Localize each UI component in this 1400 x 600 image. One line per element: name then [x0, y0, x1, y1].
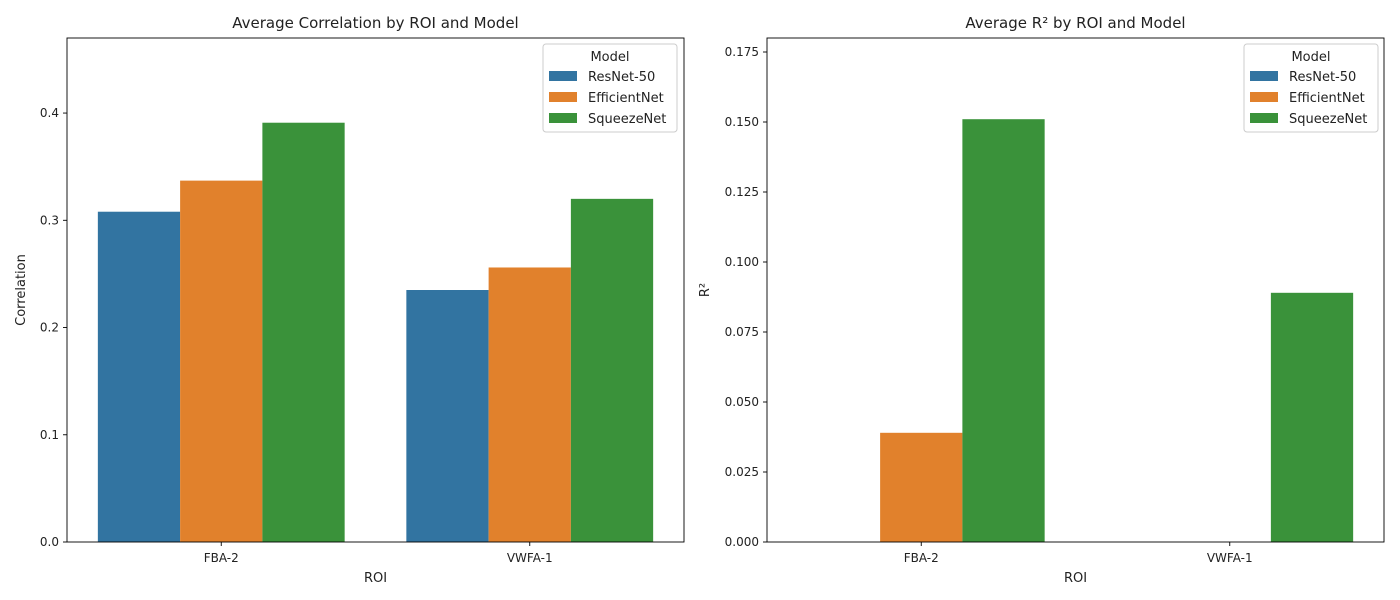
- legend-swatch: [549, 71, 577, 81]
- y-tick-label: 0.175: [725, 45, 759, 59]
- bar-efficientnet-fba-2: [180, 180, 263, 542]
- y-tick-label: 0.4: [40, 106, 59, 120]
- chart-title: Average Correlation by ROI and Model: [232, 14, 518, 32]
- legend-entry: ResNet-50: [1289, 70, 1356, 85]
- bar-resnet-50-vwfa-1: [406, 290, 489, 542]
- x-axis-label: ROI: [364, 571, 387, 586]
- y-tick-label: 0.2: [40, 321, 59, 335]
- legend-entry: EfficientNet: [588, 91, 664, 106]
- chart-panel-2: 0.000 0.025 0.050 0.075 0.100 0.125 0.150 0.175…: [698, 14, 1385, 586]
- bar-efficientnet-vwfa-1: [488, 267, 571, 542]
- y-tick-label: 0.1: [40, 428, 59, 442]
- legend-entry: SqueezeNet: [588, 112, 666, 127]
- y-tick-label: 0.125: [725, 185, 759, 199]
- legend-title: Model: [590, 50, 629, 65]
- legend: Model ResNet-50 EfficientNet SqueezeNet: [542, 43, 678, 133]
- legend-box: [542, 43, 678, 133]
- y-tick-label: 0.0: [40, 535, 59, 549]
- legend-swatch: [1250, 71, 1278, 81]
- x-tick-label: VWFA-1: [1207, 551, 1253, 565]
- axes-frame: [66, 37, 685, 543]
- y-tick-label: 0.000: [725, 535, 759, 549]
- y-tick-label: 0.075: [725, 325, 759, 339]
- chart-title: Average R² by ROI and Model: [965, 14, 1185, 32]
- bar-efficientnet-fba-2: [880, 432, 963, 542]
- legend-entry: EfficientNet: [1289, 91, 1365, 106]
- x-tick-label: FBA-2: [204, 551, 239, 565]
- legend: Model ResNet-50 EfficientNet SqueezeNet: [1243, 43, 1379, 133]
- y-tick-label: 0.050: [725, 395, 759, 409]
- legend-entry: ResNet-50: [588, 70, 655, 85]
- legend-swatch: [1250, 92, 1278, 102]
- legend-entry: SqueezeNet: [1289, 112, 1367, 127]
- x-tick-label: FBA-2: [904, 551, 939, 565]
- legend-swatch: [549, 113, 577, 123]
- x-tick-label: VWFA-1: [507, 551, 553, 565]
- legend-swatch: [1250, 113, 1278, 123]
- x-axis-label: ROI: [1064, 571, 1087, 586]
- axes-frame: [766, 37, 1385, 543]
- y-tick-label: 0.150: [725, 115, 759, 129]
- legend-title: Model: [1291, 50, 1330, 65]
- bar-squeezenet-vwfa-1: [570, 198, 654, 542]
- legend-box: [1243, 43, 1379, 133]
- bar-squeezenet-fba-2: [262, 122, 345, 542]
- bar-resnet-50-fba-2: [97, 211, 181, 542]
- y-tick-label: 0.100: [725, 255, 759, 269]
- y-tick-label: 0.025: [725, 465, 759, 479]
- y-axis-label: Correlation: [14, 254, 29, 326]
- bar-squeezenet-fba-2: [962, 119, 1045, 542]
- legend-swatch: [549, 92, 577, 102]
- chart-panel-1: 0.0 0.1 0.2 0.3 0.4 FBA-2 VWFA-1 Average Correl…: [14, 14, 685, 586]
- y-tick-label: 0.3: [40, 213, 59, 227]
- bar-squeezenet-vwfa-1: [1270, 292, 1354, 542]
- y-axis-label: R²: [698, 283, 713, 297]
